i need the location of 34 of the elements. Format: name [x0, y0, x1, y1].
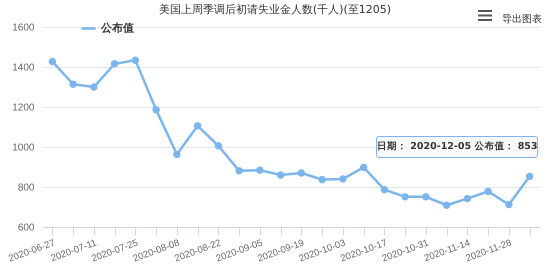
y-tick-label: 1000 [12, 142, 35, 154]
y-tick-label: 1400 [12, 62, 35, 74]
text: 导出图表 [502, 12, 542, 26]
y-tick-label: 600 [18, 222, 35, 234]
point [318, 176, 326, 184]
point [152, 106, 160, 114]
point [194, 122, 202, 130]
point [339, 175, 347, 183]
point [380, 186, 388, 194]
point [484, 188, 492, 196]
point [110, 60, 118, 68]
point [422, 193, 430, 200]
legend-label: 公布值 [100, 22, 134, 34]
point [235, 167, 243, 174]
point [464, 194, 472, 202]
point [173, 150, 181, 158]
point [256, 166, 264, 174]
point [442, 202, 450, 209]
point [48, 58, 56, 66]
point [526, 172, 534, 180]
y-tick-label: 1200 [12, 102, 35, 114]
point [298, 169, 306, 177]
point [360, 164, 368, 172]
point [132, 56, 140, 64]
point [401, 193, 409, 200]
point [505, 200, 513, 208]
y-tick-label: 800 [18, 182, 35, 194]
y-tick-label: 1600 [12, 22, 35, 34]
point [214, 142, 222, 150]
point [90, 83, 98, 91]
point [276, 171, 284, 179]
point [69, 80, 77, 88]
chart-title: 美国上周季调后初请失业金人数(千人)(至1205) [158, 3, 392, 16]
annotation: 日期： 2020-12-05 公布值： 853 [376, 136, 538, 158]
